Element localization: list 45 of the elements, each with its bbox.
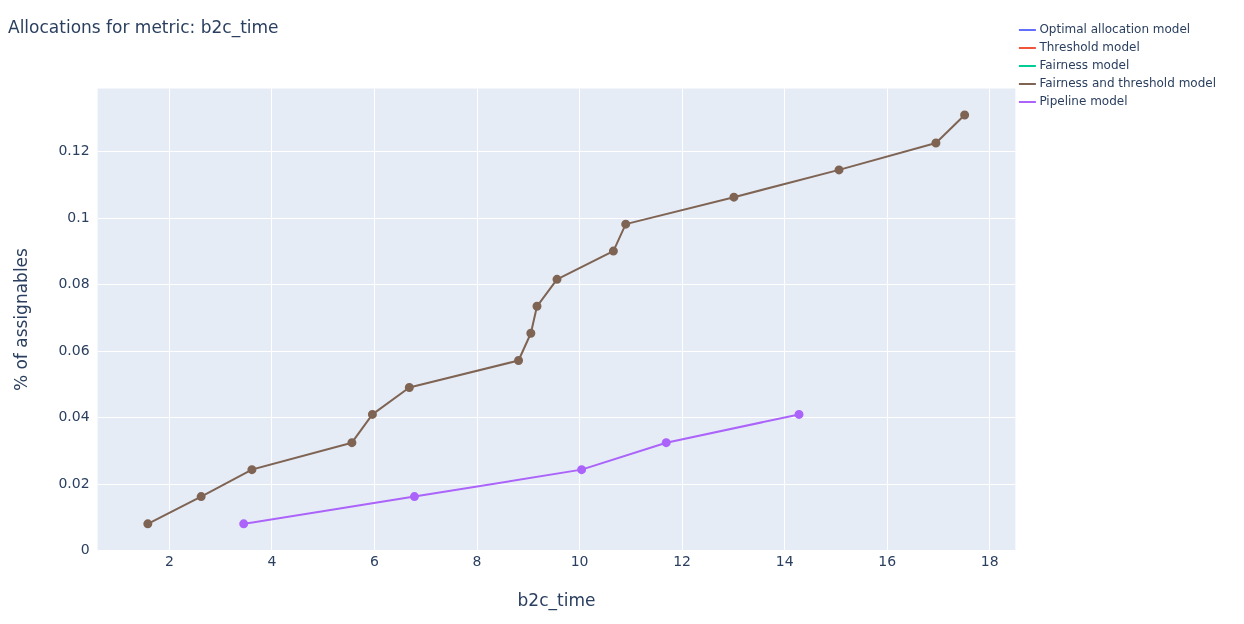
point <box>794 409 804 419</box>
point <box>404 382 414 392</box>
point <box>367 409 377 419</box>
point <box>960 110 970 120</box>
point <box>608 246 618 256</box>
x-tick-label: 10 <box>570 552 589 569</box>
legend-label: Pipeline model <box>1039 94 1128 109</box>
y-tick-label: 0.08 <box>58 275 90 292</box>
point <box>661 438 671 448</box>
y-tick-label: 0.04 <box>58 408 90 425</box>
x-tick-label: 16 <box>878 552 897 569</box>
x-tick-label: 2 <box>164 552 174 569</box>
point <box>143 519 153 529</box>
y-tick-label: 0.1 <box>67 208 90 225</box>
point <box>347 438 357 448</box>
point <box>729 192 739 202</box>
x-tick-label: 8 <box>472 552 482 569</box>
point <box>577 465 587 475</box>
point <box>931 138 941 148</box>
point <box>196 492 206 502</box>
y-tick-label: 0.02 <box>58 474 90 491</box>
point <box>552 274 562 284</box>
point <box>239 519 249 529</box>
point <box>409 492 419 502</box>
legend-label: Threshold model <box>1038 40 1140 55</box>
x-tick-label: 18 <box>980 552 999 569</box>
legend-label: Fairness model <box>1039 58 1130 73</box>
point <box>514 356 524 366</box>
point <box>532 301 542 311</box>
point <box>621 219 631 229</box>
x-tick-label: 12 <box>673 552 692 569</box>
legend-label: Optimal allocation model <box>1039 22 1191 37</box>
x-tick-label: 14 <box>775 552 794 569</box>
chart-title: Allocations for metric: b2c_time <box>8 16 279 38</box>
y-tick-label: 0 <box>80 541 90 558</box>
y-tick-label: 0.12 <box>58 142 90 159</box>
x-axis-title: b2c_time <box>517 590 596 612</box>
legend-label: Fairness and threshold model <box>1039 76 1217 91</box>
y-axis-title: % of assignables <box>10 247 31 392</box>
point <box>247 465 257 475</box>
y-tick-label: 0.06 <box>58 341 90 358</box>
x-tick-label: 6 <box>370 552 379 569</box>
point <box>834 165 844 175</box>
point <box>526 328 536 338</box>
x-tick-label: 4 <box>267 552 277 569</box>
